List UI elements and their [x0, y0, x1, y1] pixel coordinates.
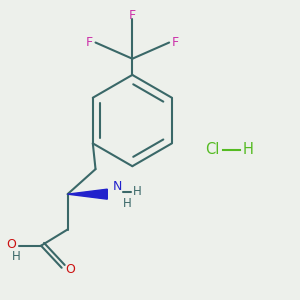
Text: O: O [65, 263, 75, 276]
Text: H: H [243, 142, 254, 158]
Text: Cl: Cl [205, 142, 219, 158]
Text: O: O [7, 238, 16, 251]
Text: H: H [123, 197, 132, 210]
Text: N: N [113, 180, 123, 193]
Polygon shape [68, 189, 107, 199]
Text: F: F [86, 36, 93, 49]
Text: H: H [12, 250, 21, 263]
Text: F: F [129, 9, 136, 22]
Text: H: H [133, 185, 142, 198]
Text: F: F [172, 36, 178, 49]
